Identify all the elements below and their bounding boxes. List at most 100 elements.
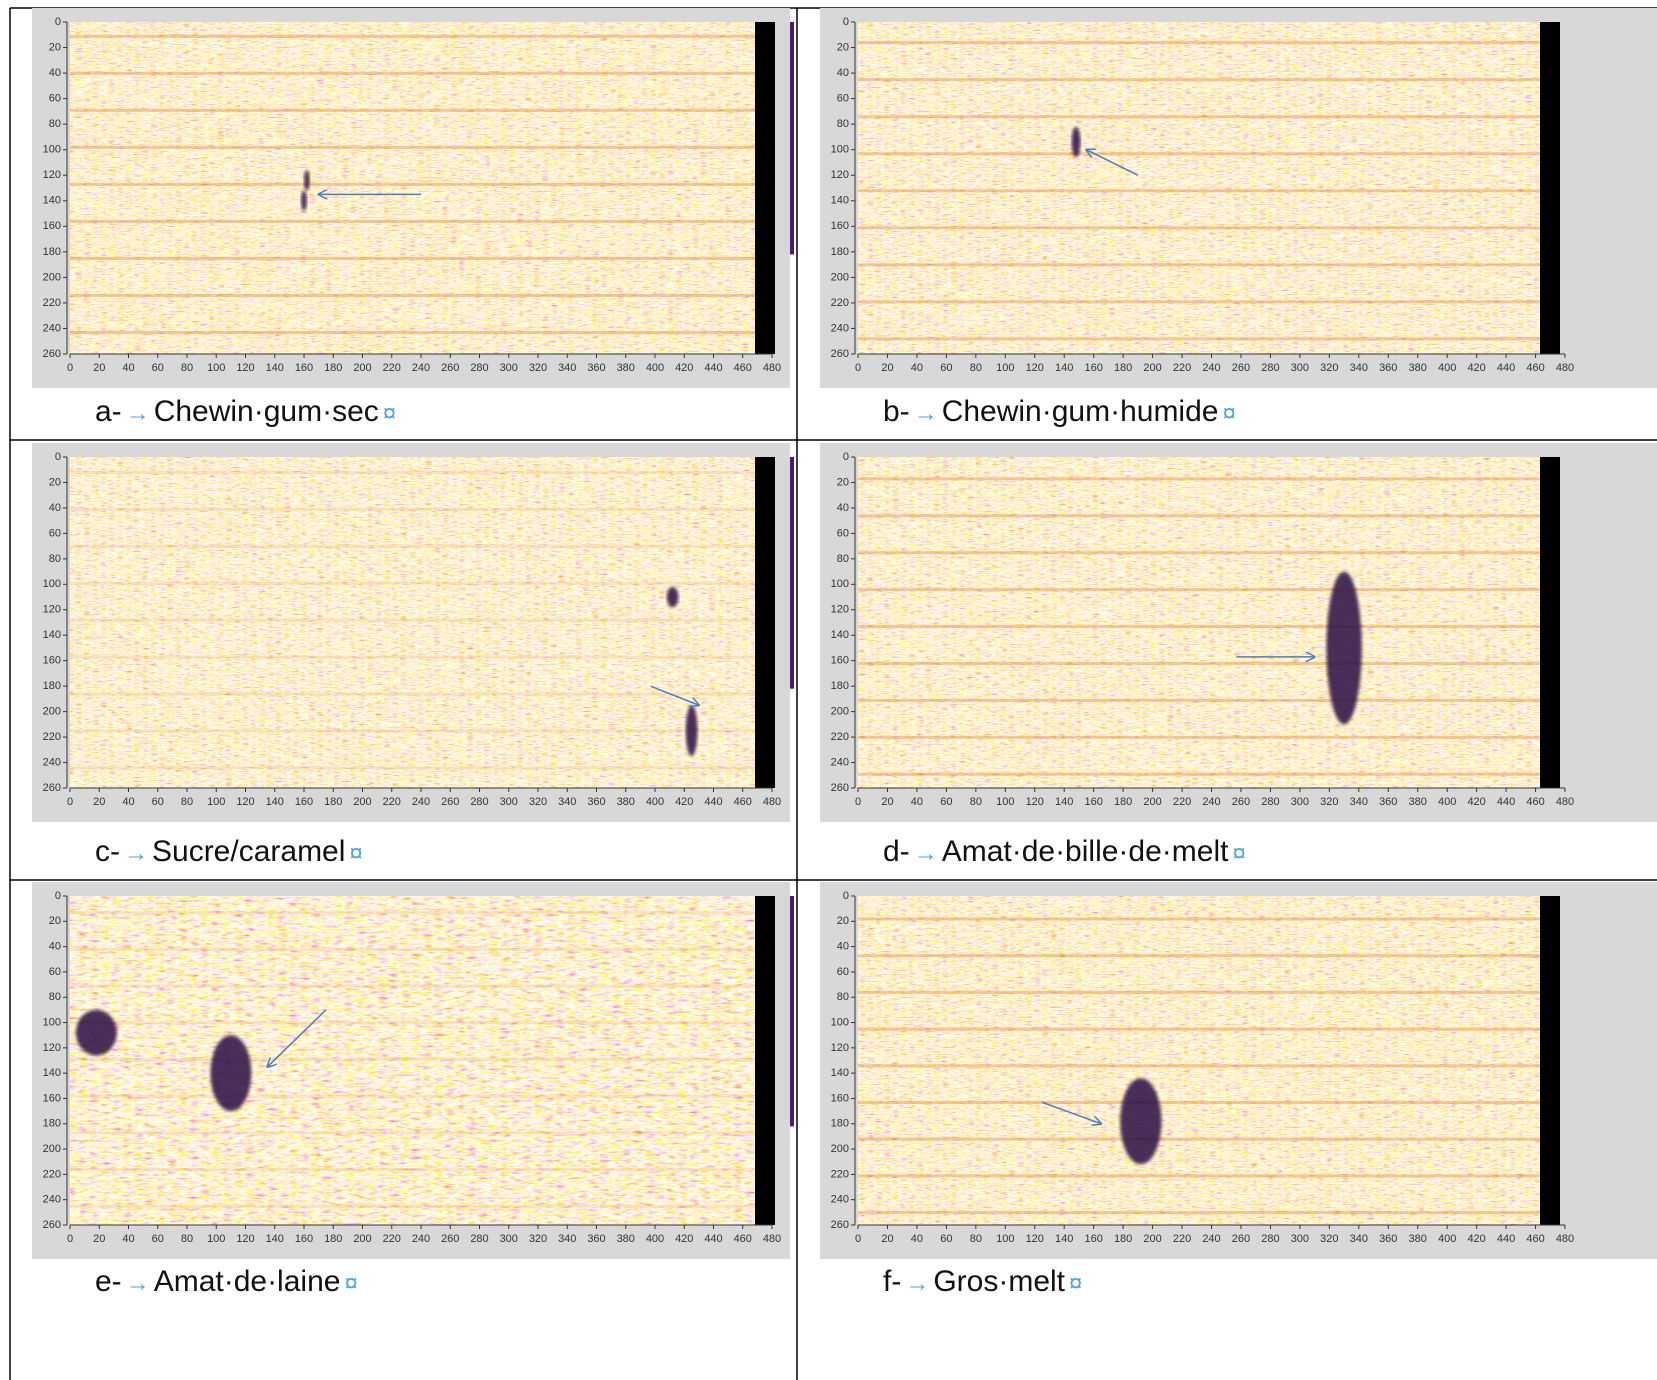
heatmap-band — [70, 109, 755, 112]
heatmap-black — [755, 22, 775, 354]
x-tick-label: 180 — [324, 796, 342, 808]
y-tick-label: 60 — [49, 966, 61, 978]
y-tick-label: 0 — [843, 451, 849, 463]
x-tick-label: 460 — [734, 1233, 752, 1245]
y-tick-label: 60 — [837, 966, 849, 978]
x-tick-label: 240 — [1202, 796, 1220, 808]
x-tick-label: 260 — [1232, 362, 1250, 374]
x-tick-label: 240 — [412, 796, 430, 808]
heatmap-band — [70, 146, 755, 149]
y-tick-label: 80 — [837, 118, 849, 130]
blob — [667, 587, 679, 607]
y-tick-label: 160 — [831, 1092, 849, 1104]
x-tick-label: 300 — [1291, 1233, 1309, 1245]
caption-part: Chewin·gum·sec — [154, 395, 379, 428]
heatmap-band — [858, 773, 1540, 776]
x-tick-label: 320 — [529, 796, 547, 808]
x-tick-label: 340 — [558, 796, 576, 808]
x-tick-label: 360 — [1379, 362, 1397, 374]
x-tick-label: 0 — [67, 1233, 73, 1245]
caption-part: Amat·de·laine — [154, 1265, 341, 1298]
x-tick-label: 480 — [763, 1233, 781, 1245]
x-tick-label: 60 — [152, 796, 164, 808]
heatmap-black — [755, 896, 775, 1225]
heatmap-band — [70, 220, 755, 223]
x-tick-label: 480 — [1556, 796, 1574, 808]
caption: e-→Amat·de·laine¤ — [95, 1265, 362, 1299]
y-tick-label: 100 — [831, 578, 849, 590]
x-tick-label: 400 — [1438, 796, 1456, 808]
heatmap-band — [858, 337, 1540, 340]
caption-part: ¤ — [1069, 1270, 1082, 1297]
x-tick-label: 80 — [970, 796, 982, 808]
caption-part: → — [914, 840, 938, 867]
x-tick-label: 360 — [1379, 796, 1397, 808]
y-tick-label: 80 — [49, 118, 61, 130]
heatmap-band — [70, 582, 755, 585]
heatmap-band — [858, 115, 1540, 118]
heatmap-band — [70, 1021, 755, 1024]
y-tick-label: 20 — [837, 41, 849, 53]
x-tick-label: 280 — [470, 796, 488, 808]
x-tick-label: 200 — [1143, 362, 1161, 374]
x-tick-label: 240 — [412, 1233, 430, 1245]
x-tick-label: 240 — [1202, 362, 1220, 374]
x-tick-label: 40 — [911, 796, 923, 808]
x-tick-label: 280 — [470, 1233, 488, 1245]
x-tick-label: 420 — [1467, 362, 1485, 374]
y-tick-label: 20 — [837, 476, 849, 488]
y-tick-label: 180 — [831, 1118, 849, 1130]
caption-part: e- — [95, 1265, 122, 1298]
y-tick-label: 20 — [49, 41, 61, 53]
heatmap-black — [755, 457, 775, 788]
x-tick-label: 260 — [1232, 796, 1250, 808]
x-tick-label: 420 — [675, 796, 693, 808]
caption-part: ¤ — [1222, 400, 1235, 427]
heatmap-band — [70, 1095, 755, 1098]
y-tick-label: 200 — [43, 1143, 61, 1155]
heatmap-band — [70, 294, 755, 297]
x-tick-label: 380 — [1409, 796, 1427, 808]
x-tick-label: 20 — [93, 1233, 105, 1245]
x-tick-label: 380 — [617, 362, 635, 374]
heatmap-band — [70, 1131, 755, 1134]
y-tick-label: 0 — [55, 890, 61, 902]
x-tick-label: 200 — [1143, 1233, 1161, 1245]
x-tick-label: 380 — [1409, 362, 1427, 374]
caption-part: ¤ — [344, 1270, 357, 1297]
x-tick-label: 340 — [558, 362, 576, 374]
x-tick-label: 120 — [1026, 796, 1044, 808]
y-tick-label: 240 — [831, 1194, 849, 1206]
y-tick-label: 180 — [831, 246, 849, 258]
x-tick-label: 100 — [207, 362, 225, 374]
blob — [304, 170, 310, 190]
heatmap-band — [858, 189, 1540, 192]
y-tick-label: 40 — [49, 941, 61, 953]
y-tick-label: 240 — [831, 756, 849, 768]
caption-part: Amat·de·bille·de·melt — [942, 835, 1229, 868]
page: 0204060801001201401601802002202402600204… — [0, 0, 1657, 1380]
y-tick-label: 260 — [43, 348, 61, 360]
x-tick-label: 400 — [646, 1233, 664, 1245]
x-tick-label: 0 — [855, 796, 861, 808]
y-tick-label: 140 — [43, 1067, 61, 1079]
heatmap-band — [70, 948, 755, 951]
caption-part: ¤ — [1232, 840, 1245, 867]
x-tick-label: 100 — [996, 796, 1014, 808]
y-tick-label: 80 — [49, 553, 61, 565]
heatmap-band — [858, 1211, 1540, 1214]
caption-part: ¤ — [383, 400, 396, 427]
heatmap-band — [70, 545, 755, 548]
heatmap-band — [70, 331, 755, 334]
x-tick-label: 480 — [763, 796, 781, 808]
caption: c-→Sucre/caramel¤ — [95, 835, 367, 869]
x-tick-label: 300 — [500, 1233, 518, 1245]
x-tick-label: 460 — [1526, 1233, 1544, 1245]
y-tick-label: 200 — [43, 271, 61, 283]
y-tick-label: 180 — [43, 680, 61, 692]
heatmap-band — [70, 1058, 755, 1061]
y-tick-label: 220 — [43, 1168, 61, 1180]
y-tick-label: 180 — [831, 680, 849, 692]
x-tick-label: 300 — [1291, 362, 1309, 374]
heatmap-black — [1540, 22, 1560, 354]
